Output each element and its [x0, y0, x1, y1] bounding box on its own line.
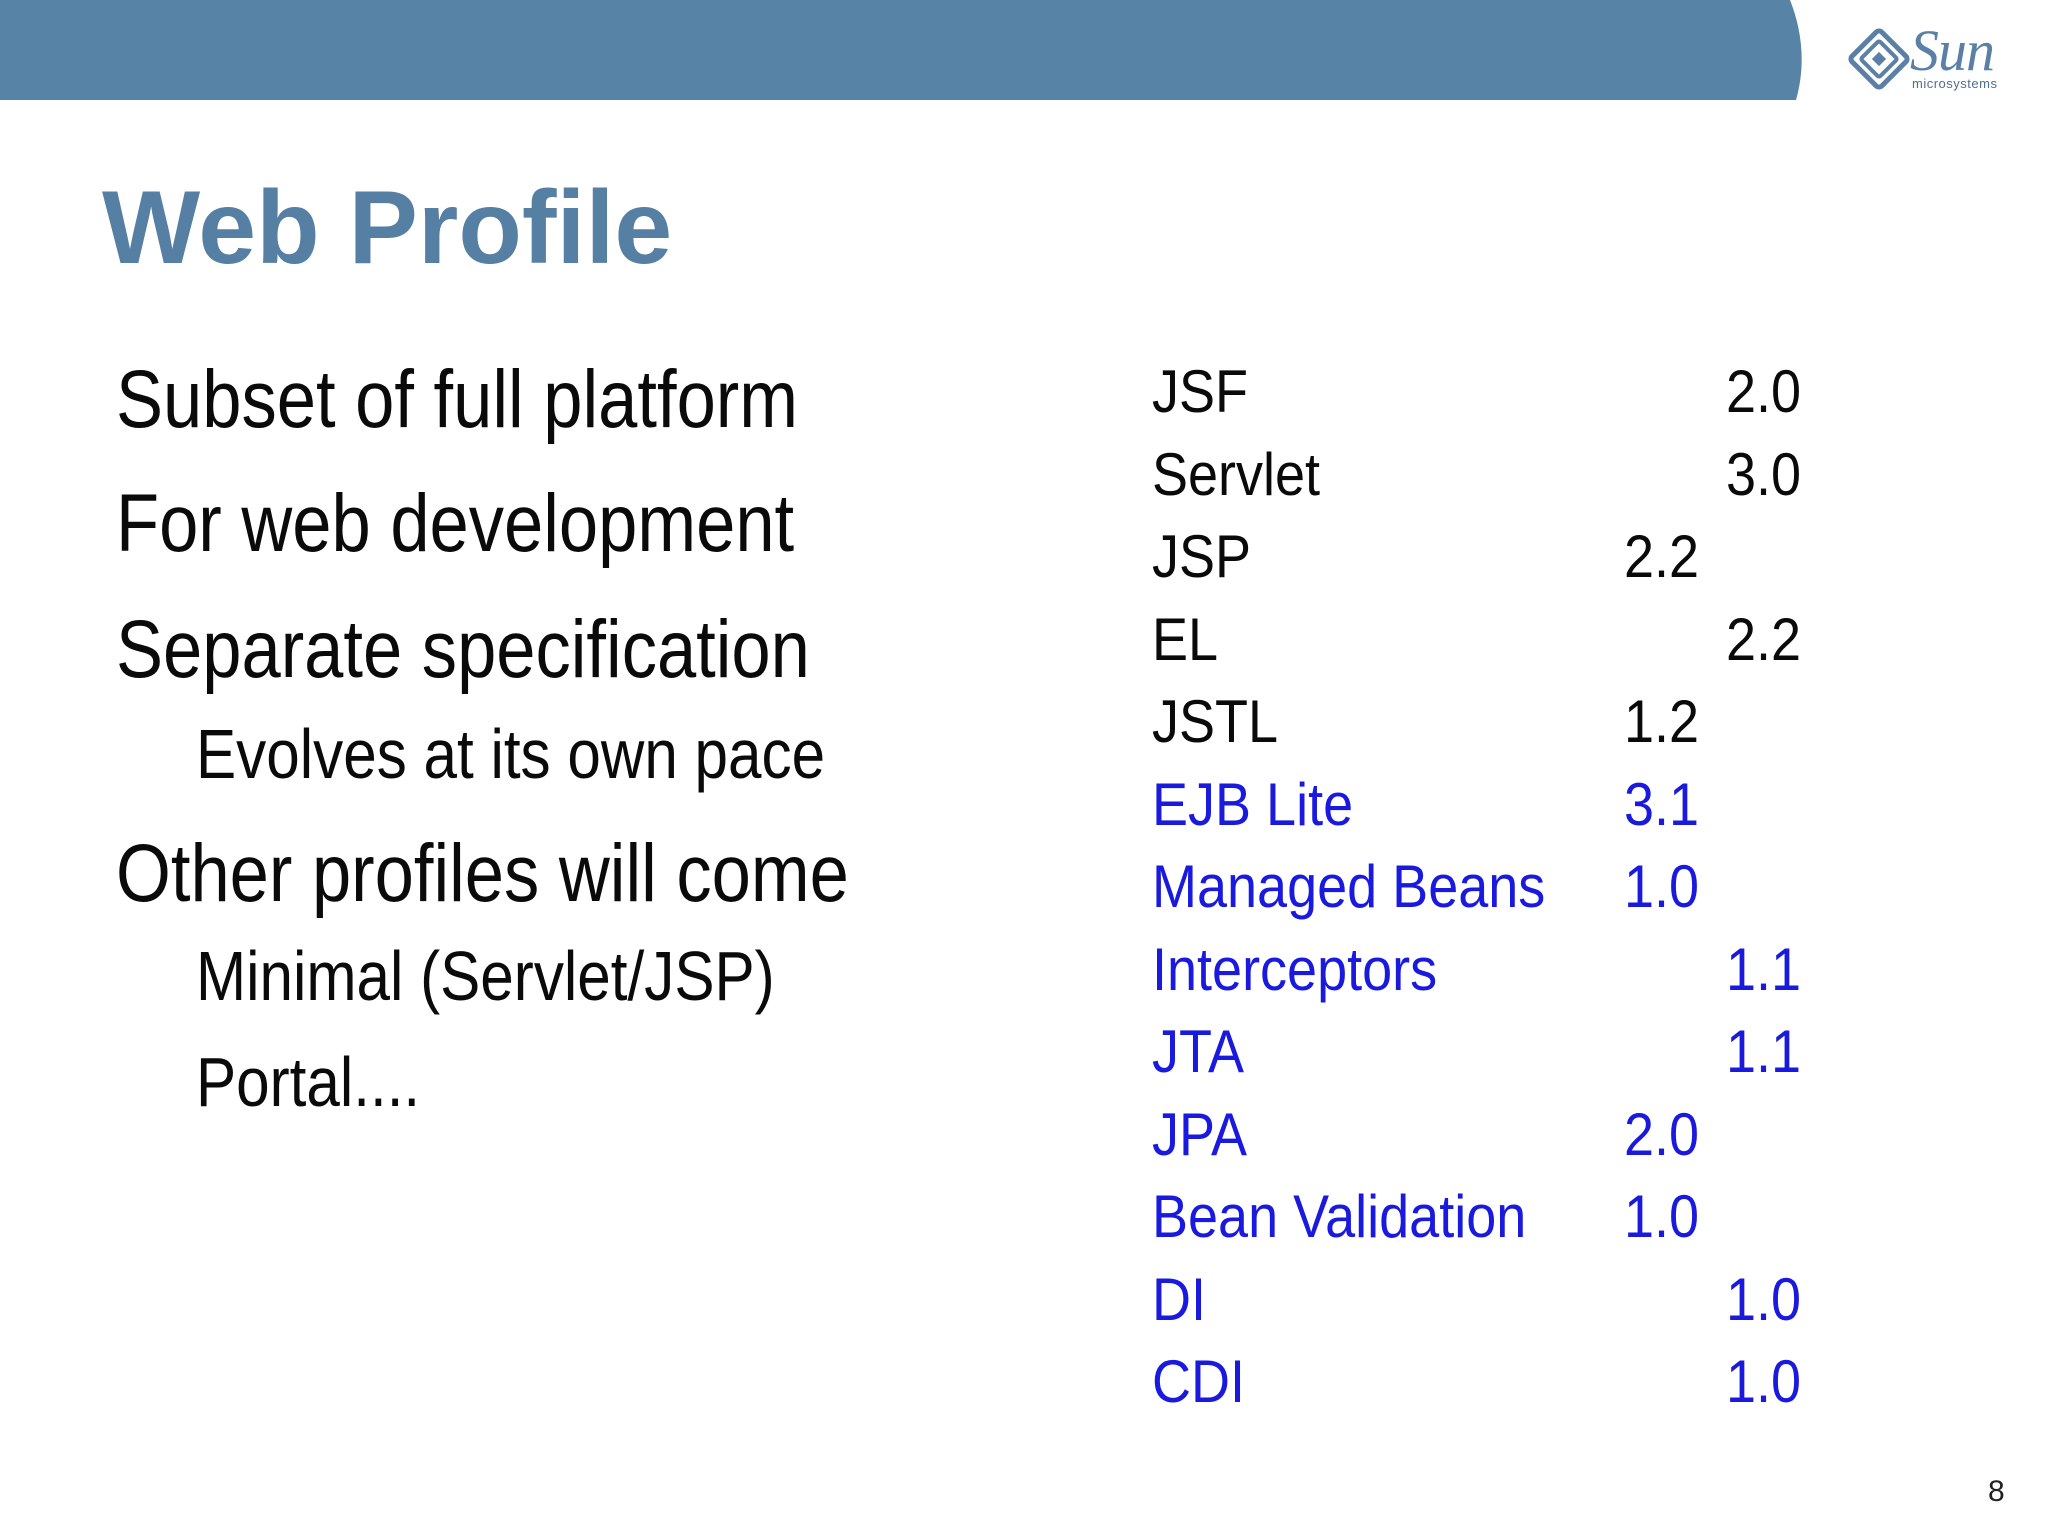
spec-version: 2.2 — [1726, 606, 1802, 673]
spec-name: Interceptors — [1152, 936, 1438, 1003]
spec-row: JSP 2.2 — [1152, 521, 1852, 593]
sub-bullet-item: Evolves at its own pace — [196, 715, 826, 793]
spec-version: 2.0 — [1624, 1101, 1700, 1168]
sub-bullet-item: Minimal (Servlet/JSP) — [196, 937, 775, 1015]
spec-version: 1.0 — [1726, 1266, 1802, 1333]
spec-row: EJB Lite 3.1 — [1152, 769, 1852, 841]
spec-row: JPA 2.0 — [1152, 1099, 1852, 1171]
spec-version: 1.1 — [1726, 936, 1802, 1003]
spec-row: DI 1.0 — [1152, 1264, 1852, 1336]
spec-row: JTA 1.1 — [1152, 1016, 1852, 1088]
spec-row: Interceptors 1.1 — [1152, 934, 1852, 1006]
spec-version: 1.0 — [1624, 853, 1700, 920]
bullet-item: For web development — [116, 478, 795, 569]
spec-name: EL — [1152, 606, 1219, 673]
spec-version: 1.2 — [1624, 688, 1700, 755]
spec-name: DI — [1152, 1266, 1206, 1333]
page-title: Web Profile — [102, 170, 673, 286]
bullet-item: Subset of full platform — [116, 354, 799, 445]
spec-version: 2.0 — [1726, 358, 1802, 425]
spec-version: 2.2 — [1624, 523, 1700, 590]
spec-row: Bean Validation 1.0 — [1152, 1181, 1852, 1253]
spec-version-table: JSF 2.0 Servlet 3.0 JSP 2.2 EL 2.2 JSTL 1.2 EJB Li… — [1152, 356, 1852, 1426]
spec-name: Bean Validation — [1152, 1183, 1527, 1250]
bullet-item: Separate specification — [116, 604, 810, 695]
spec-version: 1.0 — [1726, 1348, 1802, 1415]
spec-name: EJB Lite — [1152, 771, 1354, 838]
spec-row: JSTL 1.2 — [1152, 686, 1852, 758]
spec-version: 1.1 — [1726, 1018, 1802, 1085]
spec-name: CDI — [1152, 1348, 1246, 1415]
sun-logo: Sun microsystems — [1848, 18, 2018, 98]
header-band — [0, 0, 2048, 100]
sub-bullet-item: Portal.... — [196, 1043, 421, 1121]
spec-row: CDI 1.0 — [1152, 1346, 1852, 1418]
logo-wordmark: Sun — [1910, 18, 1995, 83]
spec-row: JSF 2.0 — [1152, 356, 1852, 428]
spec-name: JSTL — [1152, 688, 1279, 755]
spec-row: Servlet 3.0 — [1152, 439, 1852, 511]
spec-version: 1.0 — [1624, 1183, 1700, 1250]
spec-version: 3.0 — [1726, 441, 1802, 508]
sun-logo-icon — [1848, 28, 1910, 90]
spec-name: JTA — [1152, 1018, 1244, 1085]
spec-name: JPA — [1152, 1101, 1248, 1168]
spec-row: Managed Beans 1.0 — [1152, 851, 1852, 923]
spec-name: JSP — [1152, 523, 1252, 590]
spec-row: EL 2.2 — [1152, 604, 1852, 676]
spec-name: Managed Beans — [1152, 853, 1546, 920]
spec-name: JSF — [1152, 358, 1249, 425]
bullet-item: Other profiles will come — [116, 828, 849, 919]
spec-name: Servlet — [1152, 441, 1321, 508]
logo-subtitle: microsystems — [1912, 76, 1998, 91]
header-band-shape — [0, 0, 1802, 100]
page-number: 8 — [1988, 1475, 2005, 1508]
spec-version: 3.1 — [1624, 771, 1700, 838]
